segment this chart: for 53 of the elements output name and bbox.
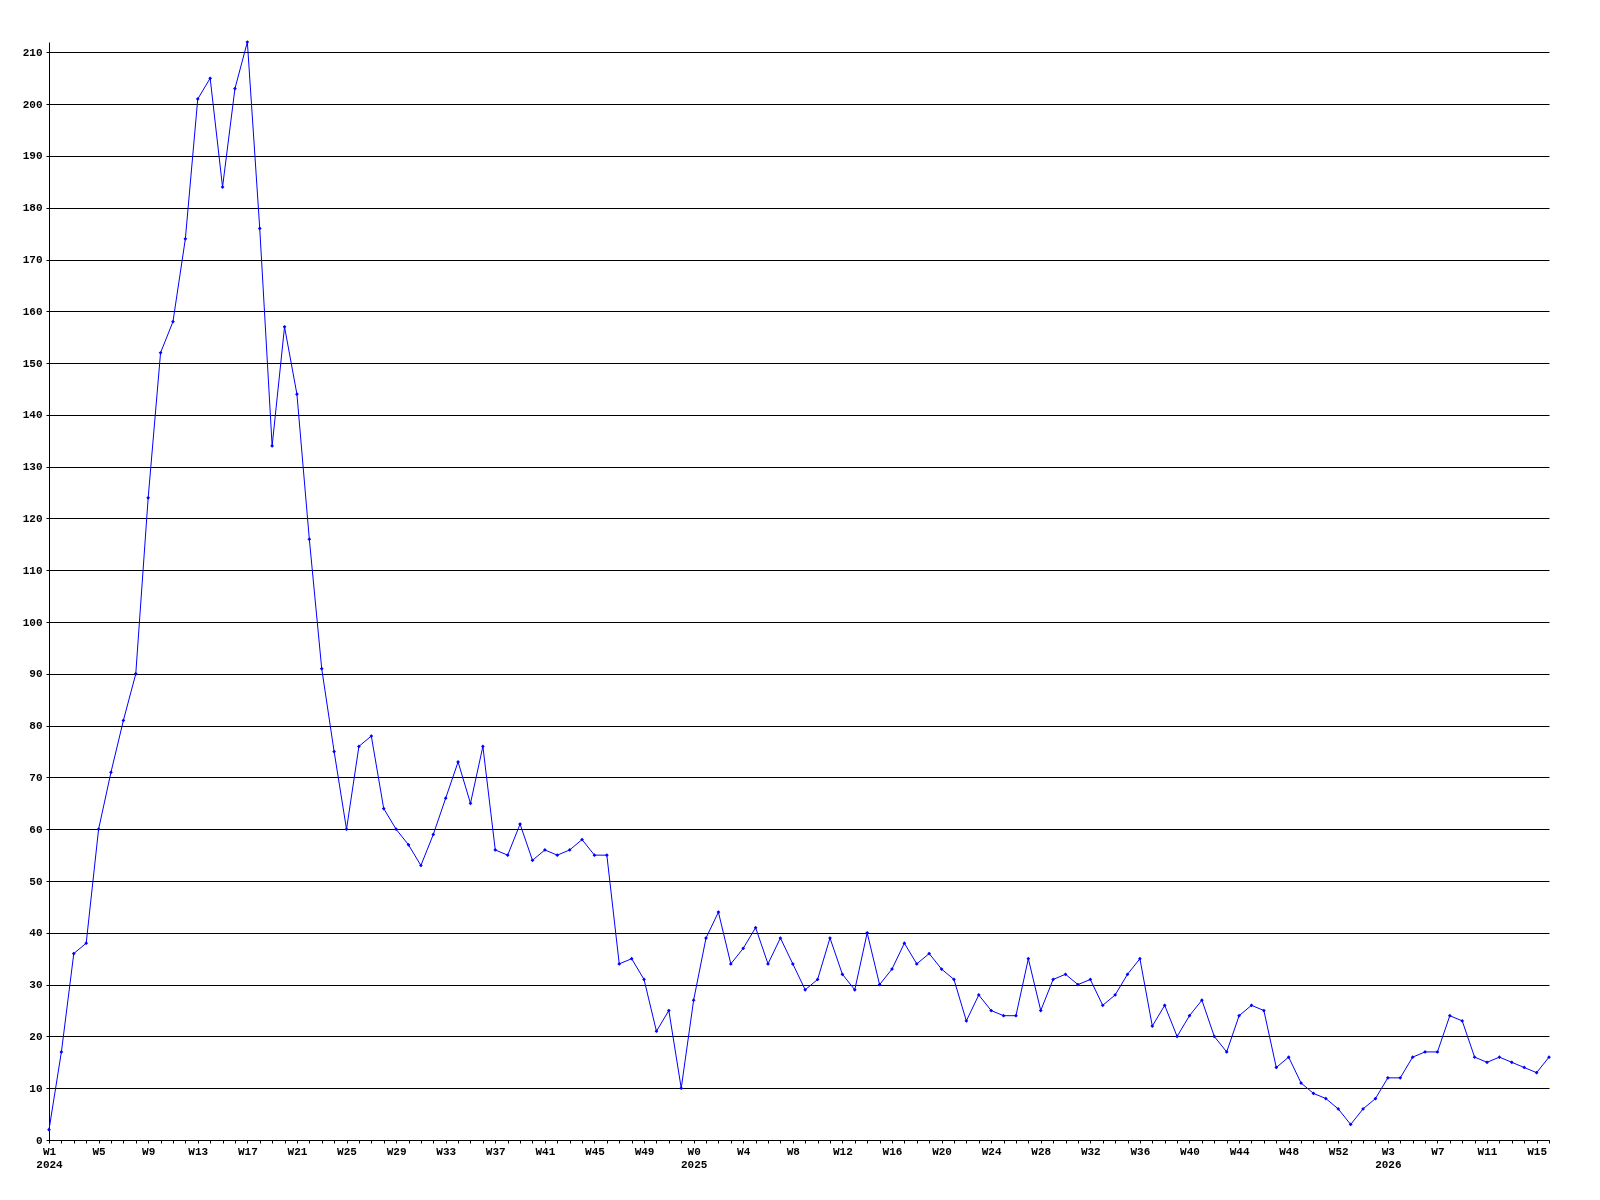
y-tick-label: 10 [29,1082,43,1095]
x-tick-label: W3 2026 [1375,1145,1402,1171]
x-tick-label: W17 [237,1145,258,1158]
x-tick-label: W29 [386,1145,407,1158]
y-tick-label: 50 [29,875,43,888]
y-tick-label: 130 [22,461,43,474]
x-tick-label: W9 [142,1145,156,1158]
y-tick-label: 100 [22,616,43,629]
x-tick-label: W13 [188,1145,209,1158]
y-tick-label: 80 [29,720,43,733]
x-tick-label: W40 [1180,1145,1200,1158]
y-tick-label: 210 [22,46,43,59]
x-tick-label: W8 [786,1145,801,1158]
y-tick-label: 20 [29,1030,43,1043]
x-tick-label: W33 [436,1145,457,1158]
x-tick-label: W0 2025 [680,1145,708,1171]
y-tick-label: 150 [22,357,43,370]
x-tick-label: W49 [634,1145,655,1158]
x-tick-label: W28 [1031,1145,1052,1158]
x-tick-label: W5 [92,1145,107,1158]
x-tick-label: W44 [1229,1145,1250,1158]
x-tick-label: W37 [485,1145,506,1158]
x-tick-label: W4 [737,1145,751,1158]
x-tick-label: W32 [1080,1145,1101,1158]
y-tick-label: 180 [22,202,43,215]
x-tick-label: W20 [932,1145,952,1158]
x-tick-label: W16 [882,1145,903,1158]
y-tick-label: 30 [29,979,43,992]
y-tick-label: 110 [22,564,43,577]
y-tick-label: 120 [22,512,43,525]
y-tick-label: 200 [22,98,43,111]
x-tick-label: W41 [535,1145,556,1158]
x-tick-label: W11 [1477,1145,1498,1158]
y-tick-label: 60 [29,823,43,836]
x-tick-label: W21 [287,1145,308,1158]
x-tick-label: W45 [585,1145,606,1158]
x-tick-label: W7 [1431,1145,1445,1158]
x-tick-label: W15 [1527,1145,1548,1158]
x-tick-label: W36 [1130,1145,1151,1158]
y-tick-label: 40 [29,927,43,940]
y-tick-label: 90 [29,668,43,681]
y-tick-label: 0 [35,1134,43,1147]
y-tick-label: 140 [22,409,43,422]
y-tick-label: 190 [22,150,43,163]
y-tick-label: 70 [29,771,43,784]
x-tick-label: W12 [832,1145,853,1158]
y-tick-label: 170 [22,254,43,267]
x-tick-label: W24 [981,1145,1002,1158]
x-tick-label: W1 2024 [36,1145,64,1171]
x-tick-label: W52 [1328,1145,1349,1158]
x-tick-label: W25 [337,1145,358,1158]
x-tick-label: W48 [1279,1145,1300,1158]
y-tick-label: 160 [22,305,43,318]
